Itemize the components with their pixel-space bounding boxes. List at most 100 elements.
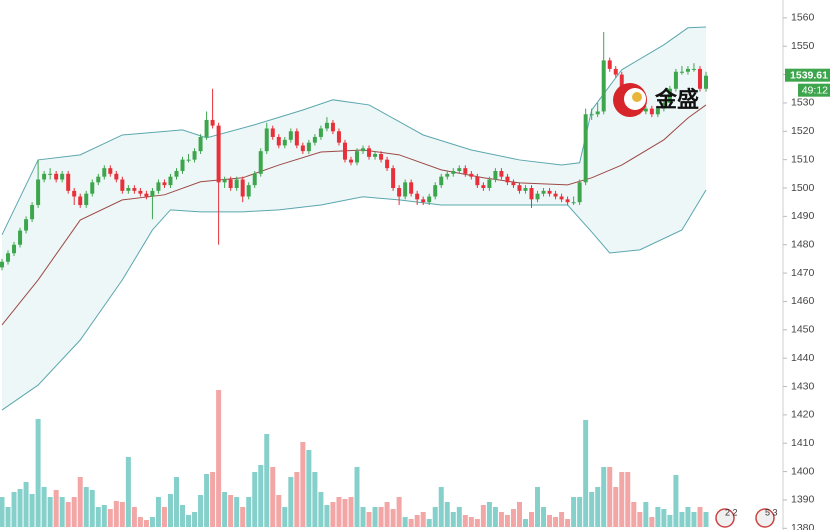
candle-body: [222, 179, 227, 183]
candle-body: [415, 193, 420, 200]
volume-bar: [41, 487, 47, 527]
band-line: [1, 26, 707, 236]
candle-body: [90, 182, 95, 194]
y-tick-label: 1500: [791, 182, 815, 194]
logo: 金盛: [613, 83, 699, 117]
candle-body: [42, 173, 47, 180]
candle-body: [589, 114, 594, 116]
candle-body: [457, 168, 462, 171]
candle-body: [282, 139, 287, 146]
volume-bar: [649, 517, 655, 527]
volume-bar: [131, 507, 137, 527]
candle-body: [361, 148, 366, 152]
volume-bar: [432, 507, 438, 527]
volume-bar: [113, 501, 119, 527]
badge-label: 2 2: [725, 507, 738, 517]
volume-bar: [348, 497, 354, 527]
volume-bar: [420, 512, 426, 527]
candle-body: [583, 114, 588, 183]
volume-bar: [77, 477, 83, 527]
last-price-label: 1539.61: [790, 69, 828, 81]
candle-body: [553, 193, 558, 197]
candle-body: [577, 182, 582, 203]
candle-body: [367, 148, 372, 157]
candle-body: [108, 168, 113, 174]
candle-body: [102, 168, 107, 177]
volume-bar: [318, 492, 324, 527]
candle-body: [559, 196, 564, 200]
candle-body: [144, 193, 149, 197]
candle-body: [541, 190, 546, 194]
y-tick-label: 1470: [791, 267, 815, 279]
volume-bar: [529, 512, 535, 527]
candle-body: [348, 159, 353, 163]
candle-body: [168, 176, 173, 186]
volume-bar: [625, 472, 631, 527]
candle-body: [511, 182, 516, 186]
candle-body: [270, 128, 275, 137]
volume-bar: [17, 489, 23, 527]
candle-body: [355, 151, 360, 163]
volume-bar: [65, 502, 71, 527]
candle-body: [529, 188, 534, 200]
candle-body: [24, 219, 29, 231]
candle-body: [505, 176, 510, 183]
volume-bar: [396, 497, 402, 527]
candle-body: [595, 111, 600, 115]
y-tick-label: 1510: [791, 153, 815, 165]
candle-body: [78, 196, 83, 206]
volume-bar: [0, 497, 5, 527]
y-tick-label: 1420: [791, 409, 815, 421]
volume-bar: [402, 517, 408, 527]
y-tick-label: 1450: [791, 324, 815, 336]
volume-bar: [89, 490, 95, 527]
band-line: [1, 189, 707, 411]
volume-bar: [53, 490, 59, 527]
volume-bar: [510, 509, 516, 527]
candle-body: [517, 185, 522, 191]
volume-bar: [35, 419, 41, 527]
volume-bar: [697, 507, 703, 527]
volume-bar: [703, 512, 709, 527]
volume-bar: [462, 515, 468, 527]
candle-body: [336, 131, 341, 143]
candle-body: [373, 153, 378, 157]
volume-bar: [522, 519, 528, 527]
candle-body: [619, 74, 624, 89]
candle-body: [174, 170, 179, 177]
candle-body: [685, 68, 690, 72]
candle-body: [679, 71, 684, 73]
volume-bar: [492, 507, 498, 527]
candle-body: [667, 88, 672, 103]
candle-body: [523, 188, 528, 191]
volume-bar: [655, 507, 661, 527]
volume-bar: [288, 477, 294, 527]
volume-bar: [541, 507, 547, 527]
candle-body: [162, 182, 167, 186]
candle-body: [649, 108, 654, 115]
candle-body: [397, 188, 402, 197]
candle-body: [433, 185, 438, 197]
logo-dot: [632, 92, 642, 102]
candle-body: [409, 182, 414, 194]
badge-icon: [715, 508, 735, 528]
volume-bar: [180, 505, 186, 527]
candle-body: [192, 151, 197, 160]
volume-bar: [559, 512, 565, 527]
volume-bar: [408, 519, 414, 527]
volume-bar: [306, 450, 312, 527]
candle-body: [493, 170, 498, 180]
volume-bar: [378, 507, 384, 527]
candle-body: [487, 179, 492, 189]
volume-bar: [438, 487, 444, 527]
candle-body: [661, 102, 666, 109]
candle-body: [156, 182, 161, 191]
candle-body: [691, 68, 696, 70]
candle-body: [318, 128, 323, 137]
y-tick-label: 1550: [791, 40, 815, 52]
candle-body: [312, 136, 317, 143]
volume-bar: [143, 520, 149, 527]
volume-bar: [149, 517, 155, 527]
volume-bar: [11, 492, 17, 527]
volume-bar: [5, 507, 11, 527]
